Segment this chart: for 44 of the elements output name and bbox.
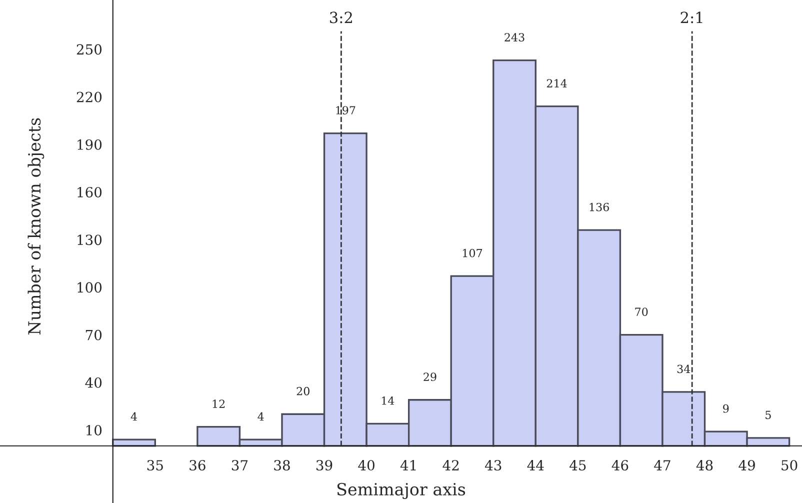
- x-tick-label: 37: [232, 460, 248, 471]
- x-tick-label: 35: [147, 460, 163, 471]
- y-tick-label: 10: [86, 424, 102, 436]
- x-tick-label: 47: [654, 460, 670, 470]
- y-tick-label: 220: [76, 92, 102, 102]
- x-tick-label: 38: [274, 460, 290, 471]
- data-label: 20: [296, 386, 310, 396]
- data-label: 4: [258, 412, 264, 421]
- data-label: 5: [766, 410, 771, 420]
- y-tick-label: 190: [78, 139, 102, 150]
- data-label: 34: [677, 364, 690, 374]
- y-tick-label: 130: [78, 234, 102, 246]
- x-tick-label: 45: [570, 460, 586, 471]
- data-label: 107: [462, 248, 482, 258]
- x-tick-label: 41: [400, 460, 416, 470]
- x-tick-label: 46: [612, 460, 628, 471]
- x-tick-label: 49: [738, 460, 755, 471]
- data-label: 12: [212, 400, 225, 408]
- y-tick-label: 40: [85, 377, 102, 388]
- x-tick-label: 39: [316, 460, 332, 471]
- annotation: 2:1: [680, 12, 702, 24]
- x-axis-title: Semimajor axis: [337, 482, 466, 500]
- data-label: 9: [723, 404, 729, 413]
- x-tick-label: 50: [782, 460, 798, 471]
- x-tick-label: 44: [527, 460, 544, 470]
- x-tick-label: 40: [358, 460, 374, 471]
- data-label: 214: [546, 79, 567, 88]
- y-tick-label: 70: [86, 330, 102, 340]
- data-label: 197: [336, 106, 356, 114]
- y-tick-label: 160: [78, 186, 102, 198]
- data-label: 70: [635, 308, 648, 316]
- data-label: 4: [130, 412, 137, 421]
- data-label: 14: [382, 396, 394, 405]
- x-tick-label: 36: [190, 460, 206, 471]
- data-label: 243: [504, 33, 524, 42]
- x-tick-label: 42: [442, 460, 459, 470]
- data-label: 136: [590, 202, 609, 212]
- data-label: 29: [424, 372, 436, 382]
- x-tick-label: 43: [484, 460, 502, 471]
- y-tick-label: 250: [76, 44, 102, 55]
- y-tick-label: 100: [78, 282, 102, 293]
- x-tick-label: 48: [696, 460, 713, 471]
- y-axis-title: Number of known objects: [28, 118, 44, 334]
- annotation: 3:2: [330, 12, 352, 24]
